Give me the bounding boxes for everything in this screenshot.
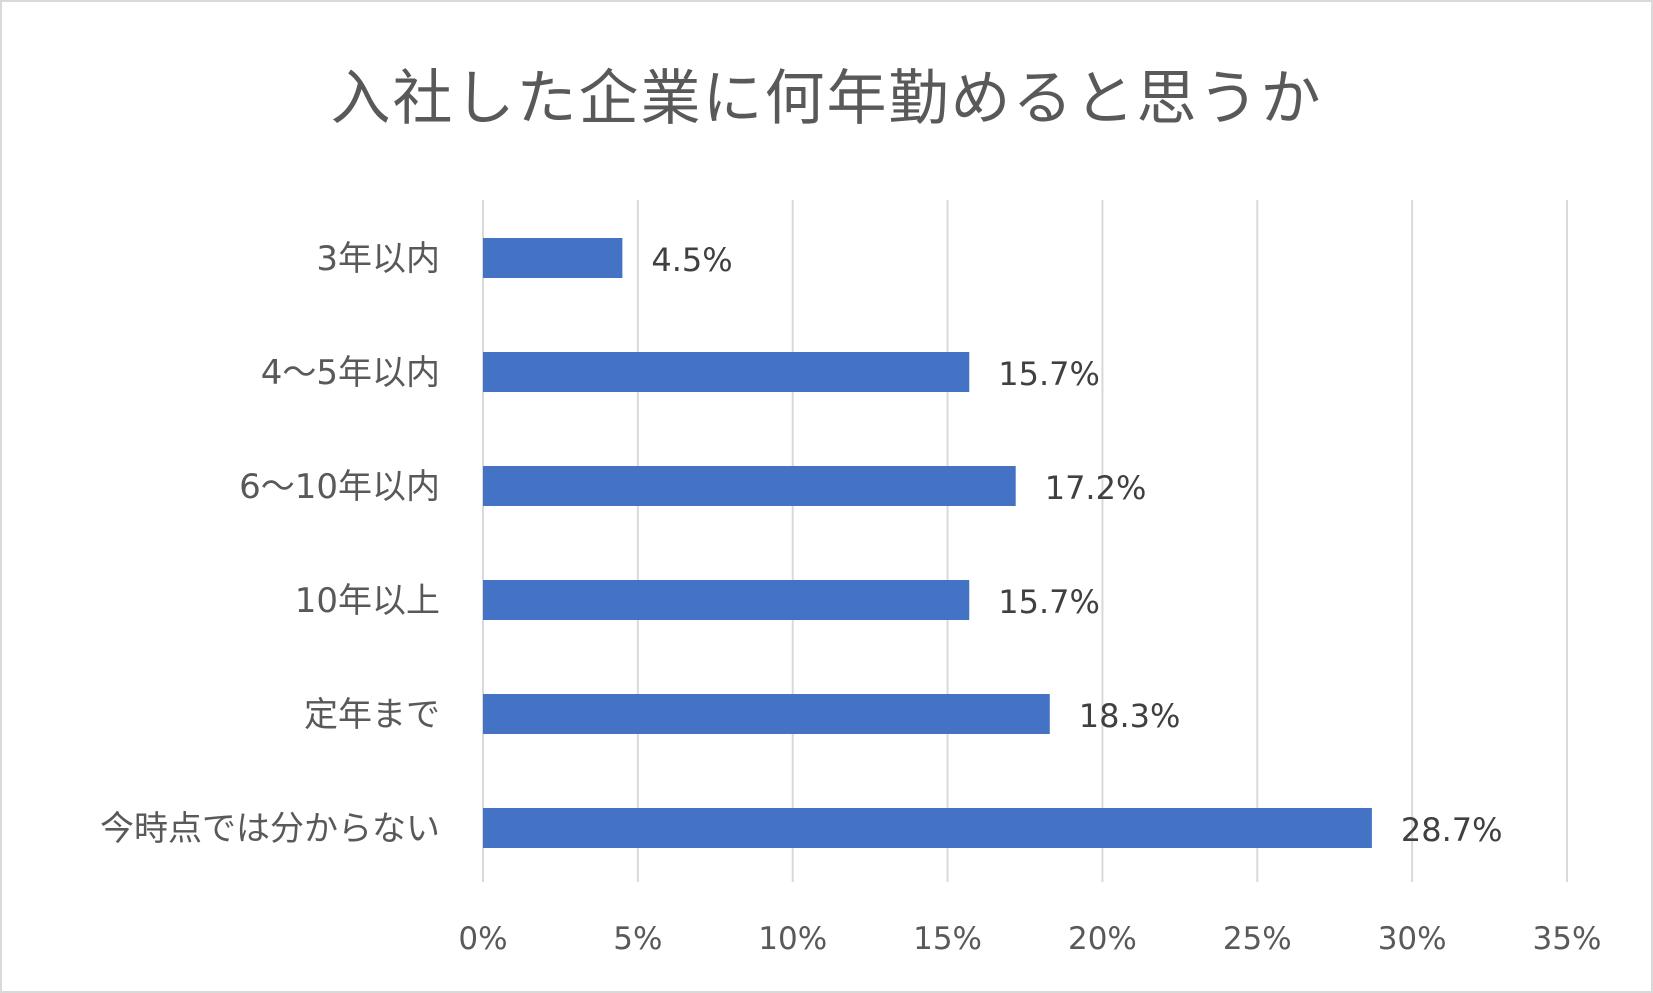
bar [483, 466, 1016, 506]
data-label: 28.7% [1401, 811, 1503, 849]
x-tick-label: 0% [458, 921, 507, 957]
data-labels: 4.5% 15.7% 17.2% 15.7% 18.3% 28.7% [651, 241, 1502, 849]
bar [483, 238, 623, 278]
chart-title: 入社した企業に何年勤めると思うか [330, 64, 1323, 134]
x-tick-label: 35% [1533, 921, 1602, 957]
bars [483, 238, 1372, 848]
data-label: 17.2% [1045, 469, 1147, 507]
category-label: 3年以内 [316, 239, 440, 279]
bar [483, 352, 970, 392]
category-label: 10年以上 [295, 581, 440, 621]
category-label: 4〜5年以内 [261, 353, 440, 393]
x-tick-label: 5% [613, 921, 662, 957]
bar [483, 580, 970, 620]
data-label: 4.5% [651, 241, 732, 279]
bar [483, 808, 1372, 848]
category-label: 定年まで [304, 695, 440, 735]
data-label: 15.7% [998, 355, 1100, 393]
x-axis-tick-labels: 0% 5% 10% 15% 20% 25% 30% 35% [458, 921, 1601, 957]
x-tick-label: 20% [1068, 921, 1137, 957]
data-label: 15.7% [998, 583, 1100, 621]
category-label: 今時点では分からない [100, 809, 440, 849]
x-tick-label: 15% [913, 921, 982, 957]
x-tick-label: 10% [758, 921, 827, 957]
data-label: 18.3% [1079, 697, 1181, 735]
x-tick-label: 30% [1378, 921, 1447, 957]
x-tick-label: 25% [1223, 921, 1292, 957]
bar [483, 694, 1050, 734]
category-label: 6〜10年以内 [239, 467, 440, 507]
gridlines [482, 200, 1568, 882]
